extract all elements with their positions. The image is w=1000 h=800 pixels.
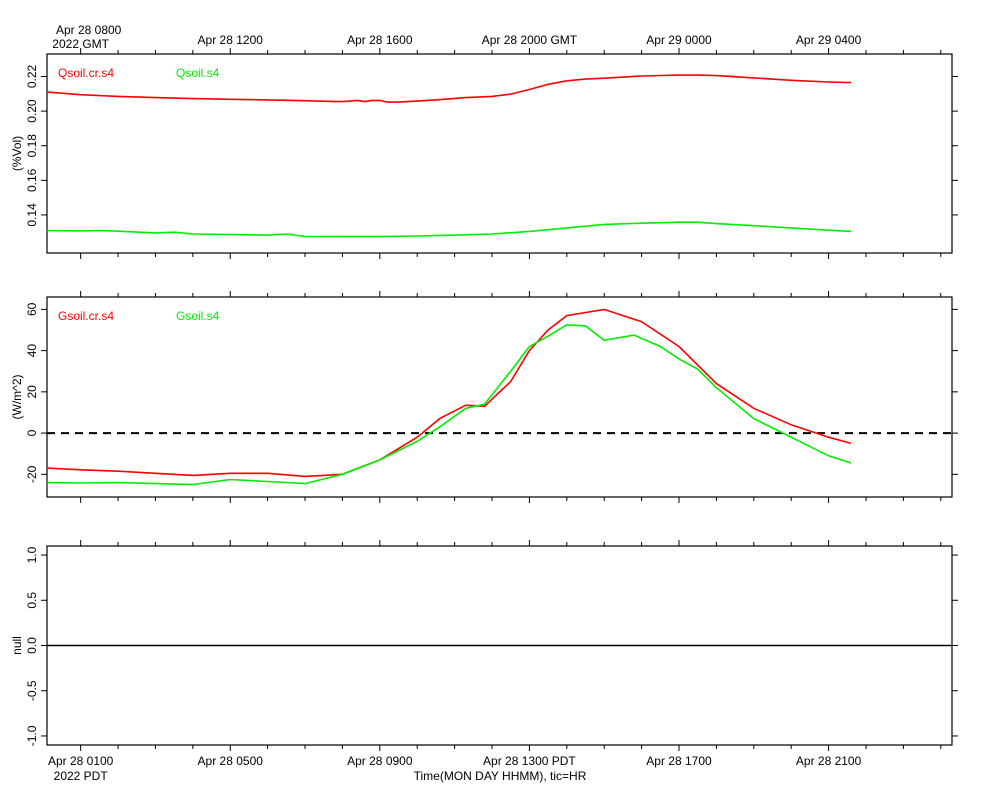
y-tick-label: 1.0 xyxy=(25,546,39,563)
legend-entry: Gsoil.cr.s4 xyxy=(58,309,114,323)
bottom-tick-label: Apr 28 0500 xyxy=(198,754,264,768)
y-tick-label: 0.0 xyxy=(25,637,39,654)
panel-frame xyxy=(46,53,953,254)
x-axis-title: Time(MON DAY HHMM), tic=HR xyxy=(414,769,587,783)
top-tick-label: Apr 28 2000 GMT xyxy=(482,33,578,47)
series-line-Gsoil-s4 xyxy=(46,323,852,486)
bottom-tick-label: Apr 28 2100 xyxy=(796,754,862,768)
legend-entry: Qsoil.s4 xyxy=(176,66,220,80)
y-tick-label: 0.5 xyxy=(25,592,39,609)
bottom-tick-label: Apr 28 0100 xyxy=(48,754,114,768)
y-tick-label: -0.5 xyxy=(25,680,39,701)
y-tick-label: 0.14 xyxy=(25,203,39,227)
top-tick-label: Apr 28 1200 xyxy=(198,33,264,47)
top-tick-label: Apr 28 0800 xyxy=(56,23,122,37)
top-axis-year: 2022 GMT xyxy=(52,37,109,51)
y-tick-label: 0 xyxy=(25,429,39,436)
top-tick-label: Apr 28 1600 xyxy=(347,33,413,47)
bottom-tick-label: Apr 28 0900 xyxy=(347,754,413,768)
top-tick-label: Apr 29 0400 xyxy=(796,33,862,47)
series-line-Qsoil-s4 xyxy=(46,221,852,238)
y-tick-label: 0.18 xyxy=(25,134,39,158)
y-tick-label: -1.0 xyxy=(25,725,39,746)
y-tick-label: -20 xyxy=(25,465,39,483)
panel-frame xyxy=(46,296,953,498)
y-tick-label: 0.20 xyxy=(25,99,39,123)
y-tick-label: 20 xyxy=(25,385,39,399)
legend-entry: Gsoil.s4 xyxy=(176,309,220,323)
y-axis-title: (W/m^2) xyxy=(10,375,24,420)
y-tick-label: 40 xyxy=(25,344,39,358)
y-axis-title: (%Vol) xyxy=(10,136,24,171)
y-tick-label: 0.22 xyxy=(25,64,39,88)
bottom-axis-year: 2022 PDT xyxy=(54,769,109,783)
axis-text: 0.14 0.16 0.18 0.20 0.22 (%Vol) Qsoil.cr.s4 Qso… xyxy=(10,23,862,783)
series-line-Gsoil-cr-s4 xyxy=(46,308,852,478)
bottom-tick-label: Apr 28 1300 PDT xyxy=(483,754,576,768)
legend-entry: Qsoil.cr.s4 xyxy=(58,66,114,80)
y-tick-label: 60 xyxy=(25,302,39,316)
y-tick-label: 0.16 xyxy=(25,168,39,192)
series-line-Qsoil-cr-s4 xyxy=(46,74,852,103)
top-tick-label: Apr 29 0000 xyxy=(646,33,712,47)
data-series xyxy=(46,74,952,647)
bottom-tick-label: Apr 28 1700 xyxy=(646,754,712,768)
y-axis-title: null xyxy=(10,636,24,655)
